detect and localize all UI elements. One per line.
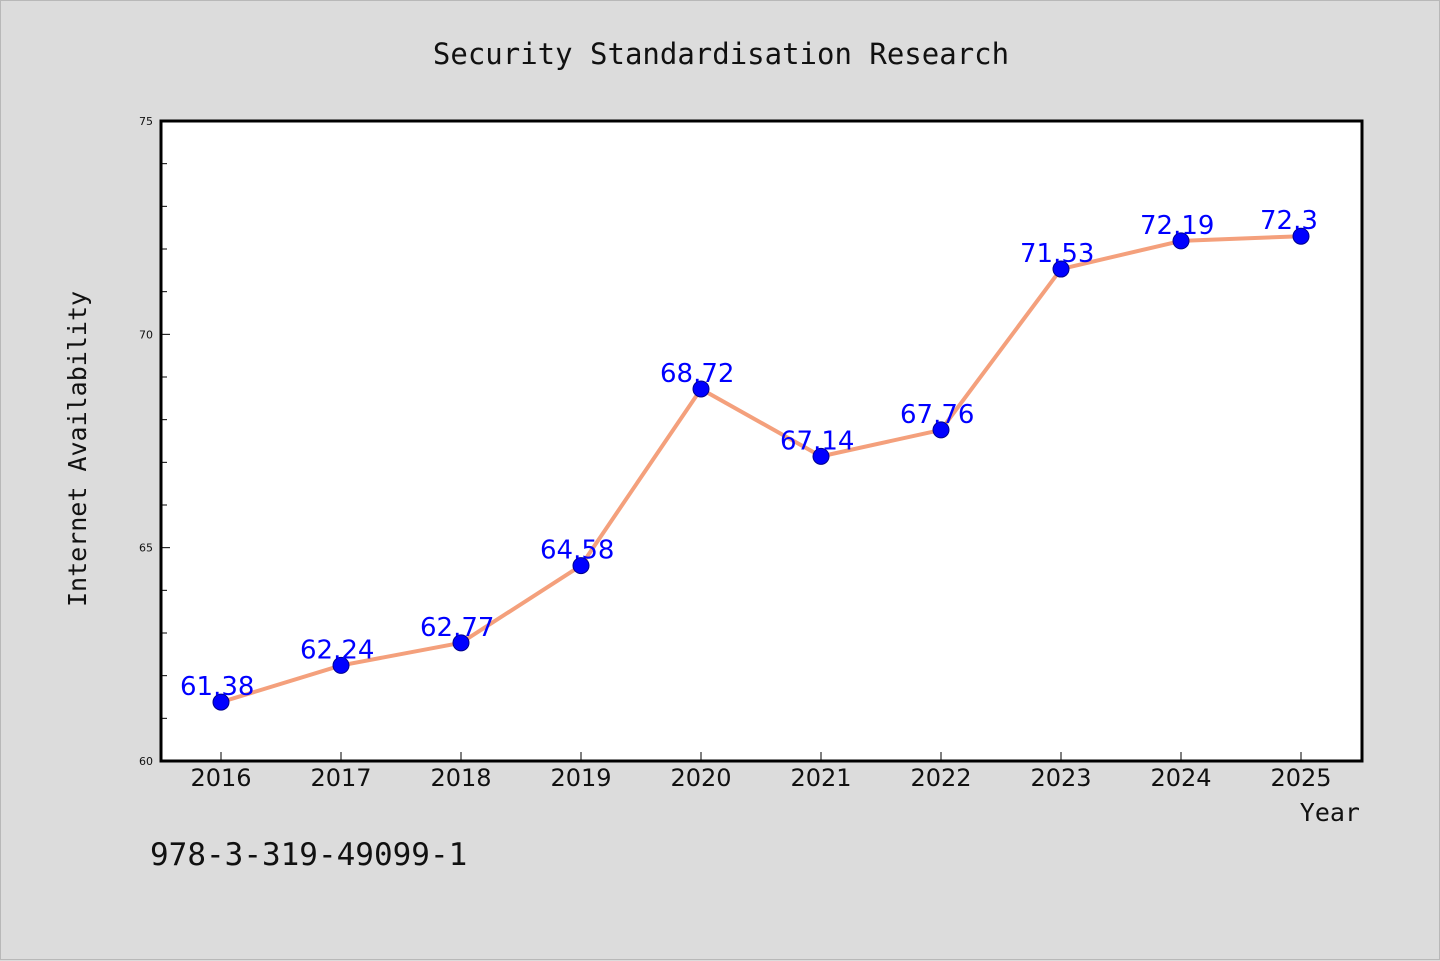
y-axis-ticks: 60 65 70 75 bbox=[139, 115, 170, 768]
data-label: 71.53 bbox=[1020, 239, 1094, 269]
x-tick-label: 2020 bbox=[670, 764, 731, 792]
data-label: 72.19 bbox=[1140, 211, 1214, 241]
data-point bbox=[1172, 232, 1190, 250]
data-point bbox=[452, 634, 470, 652]
data-label: 62.77 bbox=[420, 613, 494, 643]
y-tick-label: 70 bbox=[139, 328, 153, 341]
data-point bbox=[1052, 260, 1070, 278]
y-tick-label: 65 bbox=[139, 542, 153, 555]
y-tick-label: 60 bbox=[139, 755, 153, 768]
x-axis-ticks: 2016 2017 2018 2019 2020 2021 2022 2023 2024 2025 bbox=[190, 752, 1332, 792]
data-label: 62.24 bbox=[300, 635, 374, 665]
data-label: 72.3 bbox=[1260, 206, 1318, 236]
x-axis-label: Year bbox=[1300, 798, 1360, 827]
y-axis-label: Internet Availability bbox=[63, 291, 92, 607]
data-label: 67.76 bbox=[900, 400, 974, 430]
x-tick-label: 2024 bbox=[1150, 764, 1211, 792]
data-label: 68.72 bbox=[660, 359, 734, 389]
data-label: 67.14 bbox=[780, 426, 854, 456]
x-tick-label: 2016 bbox=[190, 764, 251, 792]
data-point bbox=[932, 421, 950, 439]
data-label: 61.38 bbox=[180, 672, 254, 702]
data-point bbox=[692, 380, 710, 398]
x-tick-label: 2025 bbox=[1270, 764, 1331, 792]
series-layer: 61.38 62.24 62.77 64.58 68.72 67.14 67.76 71.53… bbox=[180, 206, 1318, 711]
footnote-isbn: 978-3-319-49099-1 bbox=[150, 837, 467, 873]
data-label: 64.58 bbox=[540, 536, 614, 566]
series-line bbox=[219, 234, 1303, 705]
x-tick-label: 2021 bbox=[790, 764, 851, 792]
data-point bbox=[212, 693, 230, 711]
x-tick-label: 2019 bbox=[550, 764, 611, 792]
x-tick-label: 2017 bbox=[310, 764, 371, 792]
data-point bbox=[812, 447, 830, 465]
y-tick-label: 75 bbox=[139, 115, 153, 128]
x-tick-label: 2022 bbox=[910, 764, 971, 792]
data-point bbox=[1292, 227, 1310, 245]
data-point bbox=[332, 656, 350, 674]
plot-area bbox=[159, 119, 1364, 763]
x-tick-label: 2023 bbox=[1030, 764, 1091, 792]
data-point bbox=[572, 557, 590, 575]
chart-title: Security Standardisation Research bbox=[433, 37, 1009, 71]
x-tick-label: 2018 bbox=[430, 764, 491, 792]
